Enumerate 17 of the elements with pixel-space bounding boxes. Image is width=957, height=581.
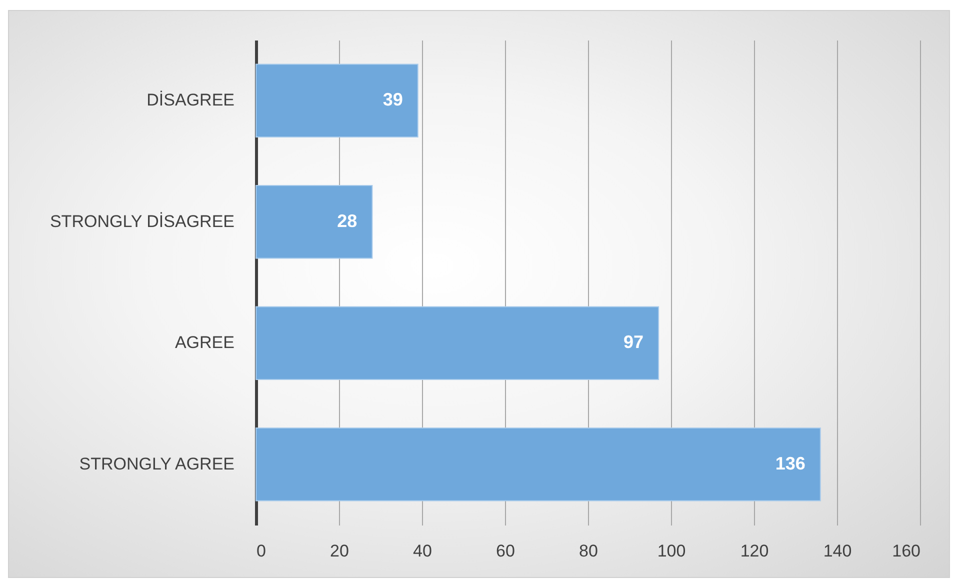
x-tick-label: 140 [823,542,852,560]
x-tick-label: 20 [330,542,349,560]
y-tick-label: DİSAGREE [146,90,234,110]
y-tick-label: AGREE [174,333,234,352]
x-tick-label: 0 [256,542,266,560]
x-tick-label: 160 [892,542,920,560]
data-label: 28 [337,210,358,231]
data-label: 97 [624,332,644,352]
data-label: 39 [382,90,403,110]
x-tick-label: 60 [496,542,515,560]
y-tick-label: STRONGLY AGREE [79,454,234,474]
y-tick-label: STRONGLY DİSAGREE [50,212,234,231]
x-tick-label: 120 [740,542,769,560]
data-label: 136 [775,453,806,474]
x-tick-label: 100 [657,542,686,560]
x-tick-label: 40 [413,542,432,560]
x-tick-label: 80 [579,542,598,560]
